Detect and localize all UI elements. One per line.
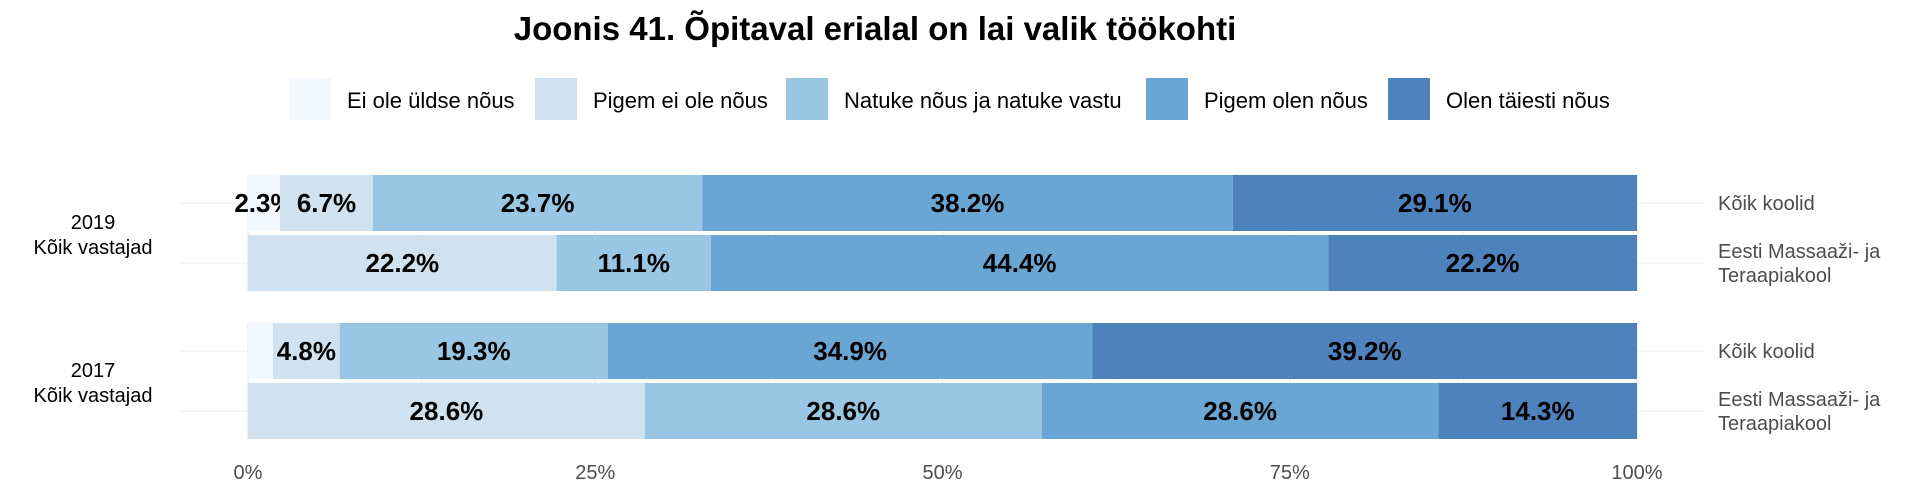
x-tick-label: 100% [1611, 462, 1662, 484]
bar-segment [1328, 235, 1637, 291]
group-label: 2019 [71, 212, 116, 234]
legend-label: Pigem olen nõus [1204, 88, 1368, 113]
bar-segment [373, 175, 703, 231]
bar-segment [1041, 383, 1439, 439]
legend-label: Natuke nõus ja natuke vastu [844, 88, 1122, 113]
legend-label: Ei ole üldse nõus [347, 88, 515, 113]
legend-swatch [289, 78, 331, 120]
bar-value-label: 39.2% [1328, 336, 1402, 366]
x-tick-label: 75% [1270, 462, 1310, 484]
x-tick-label: 25% [575, 462, 615, 484]
bar-value-label: 19.3% [437, 336, 511, 366]
legend-swatch [1388, 78, 1430, 120]
bar-value-label: 28.6% [410, 396, 484, 426]
bar-value-label: 28.6% [1203, 396, 1277, 426]
legend-swatch [1146, 78, 1188, 120]
legend-label: Olen täiesti nõus [1446, 88, 1610, 113]
row-label: Kõik koolid [1718, 341, 1815, 363]
bar-segment [1232, 175, 1637, 231]
legend-label: Pigem ei ole nõus [593, 88, 768, 113]
legend-swatch [786, 78, 828, 120]
bar-value-label: 34.9% [813, 336, 887, 366]
legend: Ei ole üldse nõus Pigem ei ole nõus Natuke… [289, 78, 1610, 120]
bar-value-label: 14.3% [1501, 396, 1575, 426]
bar-segment [711, 235, 1329, 291]
bar-segment [339, 323, 608, 379]
bar-segment [702, 175, 1233, 231]
row-label: Eesti Massaaži- ja [1718, 241, 1881, 263]
group-label: 2017 [71, 360, 116, 382]
bar-value-label: 22.2% [1446, 248, 1520, 278]
bar-segment [644, 383, 1042, 439]
row-label: Teraapiakool [1718, 265, 1831, 287]
group-label: Kõik vastajad [34, 385, 153, 407]
bar-segment [1438, 383, 1637, 439]
bar-segment [248, 323, 274, 379]
panel-group: 2017 Kõik vastajad 4.8% 19.3% 34.9% 39.2% Kõik… [34, 323, 1881, 439]
x-tick-label: 0% [234, 462, 263, 484]
bar-segment [279, 175, 374, 231]
x-tick-label: 50% [922, 462, 962, 484]
bar-value-label: 38.2% [931, 188, 1005, 218]
bar-segment [248, 383, 645, 439]
bar-value-label: 11.1% [598, 248, 670, 278]
bar-segment [273, 323, 340, 379]
bar-segment [556, 235, 711, 291]
bar-value-label: 22.2% [365, 248, 439, 278]
bar-segment [248, 235, 557, 291]
bar-segment [607, 323, 1093, 379]
row-label: Teraapiakool [1718, 413, 1831, 435]
bar-value-label: 28.6% [806, 396, 880, 426]
legend-swatch [535, 78, 577, 120]
bar-value-label: 44.4% [983, 248, 1057, 278]
bar-value-label: 29.1% [1398, 188, 1472, 218]
bar-segment [248, 175, 280, 231]
row-label: Kõik koolid [1718, 193, 1815, 215]
bar-segment [1092, 323, 1637, 379]
chart-title: Joonis 41. Õpitaval erialal on lai valik… [514, 10, 1237, 47]
group-label: Kõik vastajad [34, 237, 153, 259]
bar-value-label: 6.7% [297, 188, 356, 218]
x-axis: 0% 25% 50% 75% 100% [234, 462, 1663, 484]
bar-value-label: 4.8% [277, 336, 336, 366]
bar-value-label: 23.7% [501, 188, 575, 218]
row-label: Eesti Massaaži- ja [1718, 389, 1881, 411]
